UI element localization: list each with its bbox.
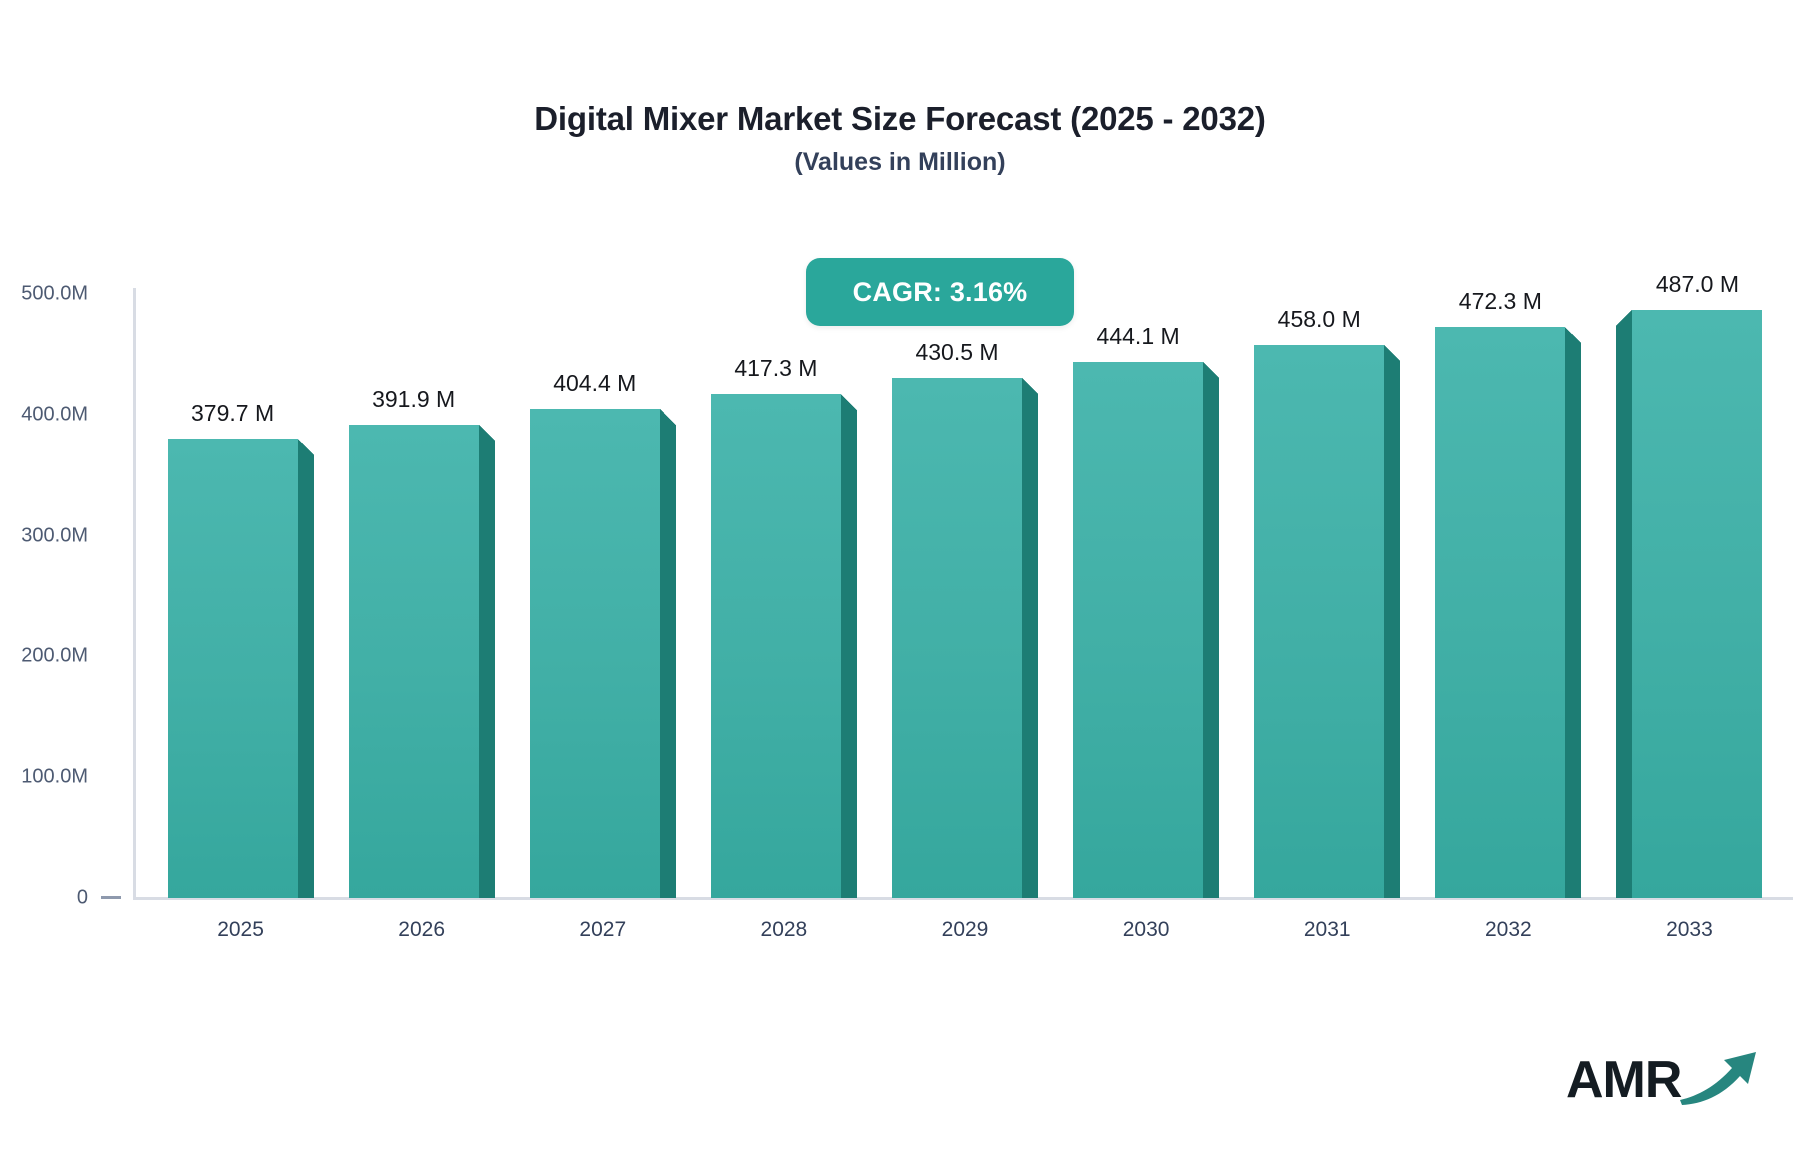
bar-top-bevel: [840, 394, 857, 410]
x-axis-tick-label: 2029: [941, 918, 989, 941]
bar: 472.3 M: [1435, 288, 1582, 898]
bar-top-bevel: [478, 425, 495, 441]
bar: 487.0 M: [1616, 271, 1763, 898]
bar-front-face: [1073, 362, 1204, 898]
x-axis-tick-label: 2025: [217, 918, 264, 941]
y-axis-tick-label: 0: [76, 886, 88, 909]
y-axis-zero-tick: [101, 896, 121, 899]
bar-side-face: [1203, 378, 1220, 898]
x-axis-line: [133, 897, 1793, 900]
y-axis-tick-label: 200.0M: [21, 644, 88, 667]
bar: 391.9 M: [348, 386, 495, 898]
x-axis-tick-label: 2026: [398, 918, 446, 941]
y-axis-line: [133, 288, 136, 900]
x-axis-tick-label: 2032: [1484, 918, 1532, 941]
x-axis-tick-label: 2028: [760, 918, 808, 941]
y-axis-tick-label: 500.0M: [21, 282, 88, 305]
x-axis-tick-label: 2030: [1122, 918, 1170, 941]
bar: 444.1 M: [1073, 323, 1220, 898]
bar-front-face: [1254, 345, 1385, 898]
bar-top-bevel: [1384, 345, 1401, 361]
cagr-badge: CAGR: 3.16%: [806, 258, 1074, 326]
growth-arrow-icon: [1680, 1052, 1756, 1105]
bar-value-label: 444.1 M: [1096, 323, 1180, 349]
bar-top-bevel: [297, 439, 314, 455]
bar-top-bevel: [1565, 327, 1582, 343]
amr-wordmark: AMR: [1566, 1051, 1682, 1109]
bar-value-label: 391.9 M: [372, 386, 456, 412]
bar-side-face: [659, 425, 676, 898]
bar-top-bevel: [659, 409, 676, 425]
x-axis-tick-label: 2027: [579, 918, 627, 941]
bar-value-label: 487.0 M: [1655, 271, 1739, 297]
bar: 417.3 M: [710, 355, 857, 898]
bar-top-bevel: [1616, 310, 1633, 326]
bar-side-face: [840, 410, 857, 898]
amr-logo: AMR: [1566, 1038, 1756, 1112]
bar-side-face: [1384, 361, 1401, 898]
bar-side-face: [1616, 326, 1633, 898]
bar-front-face: [892, 378, 1022, 898]
bar-side-face: [1022, 394, 1038, 898]
bar-value-label: 404.4 M: [553, 370, 637, 396]
x-axis-tick-label: 2033: [1666, 918, 1713, 941]
chart-title: Digital Mixer Market Size Forecast (2025…: [534, 100, 1266, 137]
bar: 430.5 M: [892, 339, 1038, 898]
bar-top-bevel: [1022, 378, 1038, 394]
bar-side-face: [297, 455, 314, 898]
bar-value-label: 430.5 M: [915, 339, 999, 365]
x-axis-tick-label: 2031: [1303, 918, 1351, 941]
bar-value-label: 417.3 M: [734, 355, 818, 381]
bar-value-label: 379.7 M: [190, 400, 275, 426]
bar-value-label: 472.3 M: [1458, 288, 1542, 314]
bar: 458.0 M: [1254, 306, 1401, 898]
bar-side-face: [478, 441, 495, 898]
bar-front-face: [710, 394, 841, 898]
bar-value-label: 458.0 M: [1277, 306, 1361, 332]
bar-front-face: [348, 425, 479, 898]
bar: 404.4 M: [529, 370, 676, 898]
bar-top-bevel: [1203, 362, 1220, 378]
cagr-badge-label: CAGR: 3.16%: [852, 276, 1028, 307]
chart-subtitle: (Values in Million): [794, 148, 1006, 176]
bar-front-face: [1435, 327, 1566, 898]
y-axis-tick-label: 400.0M: [21, 403, 88, 426]
y-axis-tick-label: 100.0M: [21, 765, 88, 788]
bar-side-face: [1565, 343, 1582, 898]
bar-front-face: [1632, 310, 1763, 898]
y-axis-tick-label: 300.0M: [21, 524, 88, 547]
bar-front-face: [529, 409, 660, 898]
bar-front-face: [167, 439, 298, 898]
bar: 379.7 M: [167, 400, 314, 898]
